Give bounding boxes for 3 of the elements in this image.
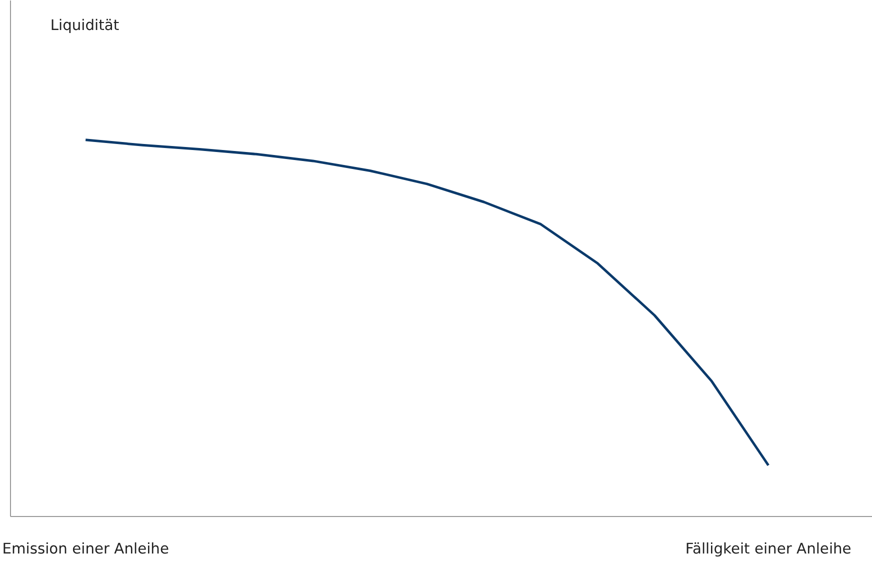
x-tick-label: Fälligkeit einer Anleihe: [685, 540, 852, 558]
x-tick-label: Emission einer Anleihe: [2, 540, 169, 558]
text: Liquidität: [50, 17, 120, 34]
